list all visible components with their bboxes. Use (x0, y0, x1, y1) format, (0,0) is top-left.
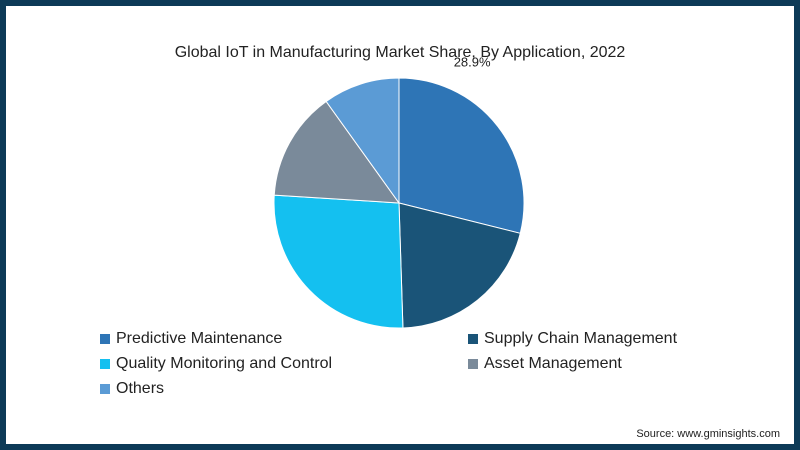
legend-item: Predictive Maintenance (100, 328, 468, 350)
legend-label: Asset Management (484, 355, 622, 372)
legend-item: Others (100, 378, 468, 400)
pie-slice-others (325, 77, 400, 205)
legend-label: Predictive Maintenance (116, 330, 283, 347)
chart-legend: Predictive Maintenance Supply Chain Manag… (100, 328, 740, 400)
legend-swatch (100, 334, 110, 344)
legend-label: Supply Chain Management (484, 330, 678, 347)
chart-title: Global IoT in Manufacturing Market Share… (174, 44, 626, 61)
source-note: Source: www.gminsights.com (636, 428, 780, 440)
legend-label: Others (116, 380, 165, 397)
legend-swatch (100, 384, 110, 394)
legend-swatch (100, 359, 110, 369)
pie-slice-quality-monitoring-and-control (273, 194, 404, 329)
pie-slice-predictive-maintenance (398, 77, 525, 234)
legend-swatch (468, 334, 478, 344)
legend-item: Asset Management (468, 353, 740, 375)
legend-label: Quality Monitoring and Control (116, 355, 333, 372)
pie-slice-asset-management (273, 100, 401, 204)
legend-swatch (468, 359, 478, 369)
legend-item: Supply Chain Management (468, 328, 740, 350)
data-label: 28.9% (454, 55, 491, 70)
pie-slice-supply-chain-management (398, 202, 521, 329)
legend-item: Quality Monitoring and Control (100, 353, 468, 375)
